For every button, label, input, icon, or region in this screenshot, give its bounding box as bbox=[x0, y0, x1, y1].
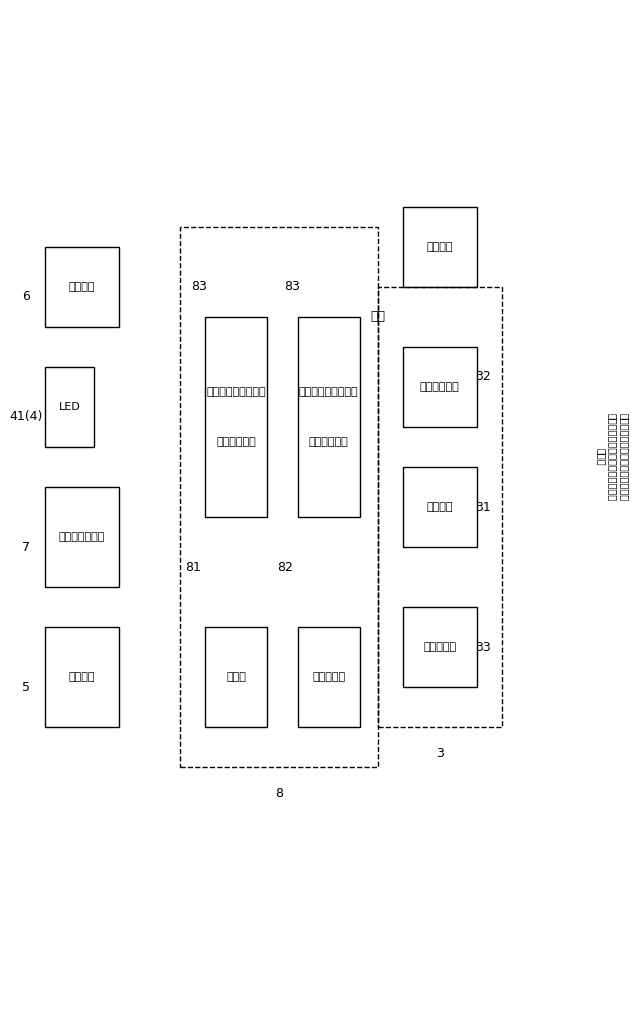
Text: Ｉ／Ｏバッファ回路: Ｉ／Ｏバッファ回路 bbox=[206, 387, 266, 397]
Text: 81: 81 bbox=[185, 561, 201, 574]
Text: ＣＮ: ＣＮ bbox=[371, 310, 386, 323]
Text: 加速度センサ: 加速度センサ bbox=[420, 382, 460, 392]
Bar bbox=[45, 627, 118, 727]
Bar bbox=[403, 347, 477, 427]
Text: 入力手段: 入力手段 bbox=[68, 672, 95, 682]
Bar bbox=[378, 287, 502, 727]
Text: （ＡＤＣ等）: （ＡＤＣ等） bbox=[309, 437, 349, 447]
Text: 33: 33 bbox=[476, 641, 491, 653]
Text: 撮像手段: 撮像手段 bbox=[427, 502, 453, 512]
Bar bbox=[45, 487, 118, 587]
Text: （ＡＤＣ等）: （ＡＤＣ等） bbox=[216, 437, 256, 447]
Text: 31: 31 bbox=[476, 501, 491, 513]
Text: ＣＰＵ: ＣＰＵ bbox=[226, 672, 246, 682]
Text: 内部メモリ: 内部メモリ bbox=[312, 672, 345, 682]
Text: 82: 82 bbox=[278, 561, 293, 574]
Text: 8: 8 bbox=[275, 787, 284, 800]
Text: コネクタ: コネクタ bbox=[427, 242, 453, 251]
Text: 83: 83 bbox=[191, 281, 207, 293]
Text: 5: 5 bbox=[22, 680, 30, 694]
Bar bbox=[403, 607, 477, 687]
Text: 通信手段: 通信手段 bbox=[68, 282, 95, 292]
Bar bbox=[298, 627, 360, 727]
Text: 速度データ、ドア開閉データ、ブ
レーキデータ、ウィンカデータ、
電源等: 速度データ、ドア開閉データ、ブ レーキデータ、ウィンカデータ、 電源等 bbox=[596, 413, 629, 501]
Bar bbox=[45, 247, 118, 327]
Bar bbox=[205, 627, 267, 727]
Text: Ｉ／Ｏバッファ回路: Ｉ／Ｏバッファ回路 bbox=[299, 387, 358, 397]
Text: 32: 32 bbox=[476, 370, 491, 383]
Text: 3: 3 bbox=[436, 747, 444, 760]
Text: LED: LED bbox=[58, 402, 80, 412]
Bar bbox=[298, 317, 360, 517]
Text: 7: 7 bbox=[22, 540, 30, 554]
Bar bbox=[45, 367, 94, 447]
Text: 着脱式記録手段: 着脱式記録手段 bbox=[58, 532, 105, 542]
Bar bbox=[403, 467, 477, 547]
Bar bbox=[180, 227, 378, 767]
Text: 83: 83 bbox=[284, 281, 300, 293]
Bar bbox=[403, 207, 477, 287]
Text: 位置センサ: 位置センサ bbox=[423, 642, 456, 652]
Text: 6: 6 bbox=[22, 290, 30, 303]
Bar bbox=[205, 317, 267, 517]
Text: 41(4): 41(4) bbox=[10, 411, 43, 424]
